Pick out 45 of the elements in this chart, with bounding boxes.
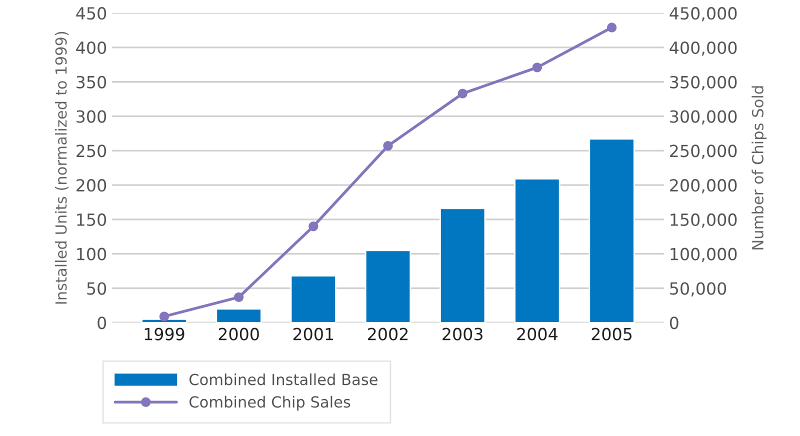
bar — [290, 275, 336, 323]
bar — [588, 138, 635, 323]
y2-axis-title: Number of Chips Sold — [752, 86, 766, 250]
y-tick-label: 150 — [77, 213, 106, 226]
y2-tick-label: 300,000 — [670, 110, 737, 125]
point — [532, 62, 542, 72]
y-axis-title: Installed Units (normalized to 1999) — [54, 32, 69, 304]
y2-tick-label: 450,000 — [670, 7, 737, 22]
y2-tick-label: 400,000 — [670, 41, 737, 56]
point — [234, 292, 244, 302]
point — [458, 88, 468, 98]
y-tick-label: 450 — [76, 7, 106, 20]
y-tick-label: 100 — [77, 248, 106, 260]
bar — [440, 208, 486, 323]
x-tick-label: 2004 — [517, 328, 558, 340]
point — [606, 22, 617, 32]
legend-label: Combined Chip Sales — [189, 396, 350, 411]
y2-tick-label: 50,000 — [670, 282, 726, 297]
y2-tick-label: 100,000 — [670, 248, 737, 262]
y-tick-label: 50 — [87, 282, 106, 295]
y2-tick-label: 250,000 — [670, 144, 737, 159]
bar — [514, 178, 560, 323]
bar — [216, 308, 262, 323]
x-tick-label: 2003 — [442, 328, 482, 340]
y-tick-label: 350 — [76, 76, 106, 88]
point — [383, 140, 393, 151]
x-tick-label: 1999 — [144, 328, 184, 340]
y2-tick-label: 0 — [670, 316, 678, 330]
bar — [141, 318, 188, 323]
y-tick-label: 0 — [98, 316, 106, 330]
y2-tick-label: 350,000 — [670, 76, 737, 90]
x-tick-label: 2002 — [368, 328, 408, 340]
x-tick-label: 2001 — [293, 328, 334, 340]
bar — [364, 250, 412, 323]
y2-tick-label: 150,000 — [670, 213, 737, 228]
legend-label: Combined Installed Base — [189, 373, 378, 386]
point — [308, 221, 318, 232]
x-tick-label: 2000 — [218, 328, 259, 340]
y-tick-label: 250 — [76, 144, 106, 158]
y-tick-label: 200 — [76, 179, 106, 192]
point — [159, 312, 170, 322]
y-tick-label: 300 — [76, 110, 106, 123]
x-tick-label: 2005 — [592, 328, 632, 340]
y-tick-label: 400 — [76, 41, 106, 54]
y2-tick-label: 200,000 — [670, 179, 737, 194]
